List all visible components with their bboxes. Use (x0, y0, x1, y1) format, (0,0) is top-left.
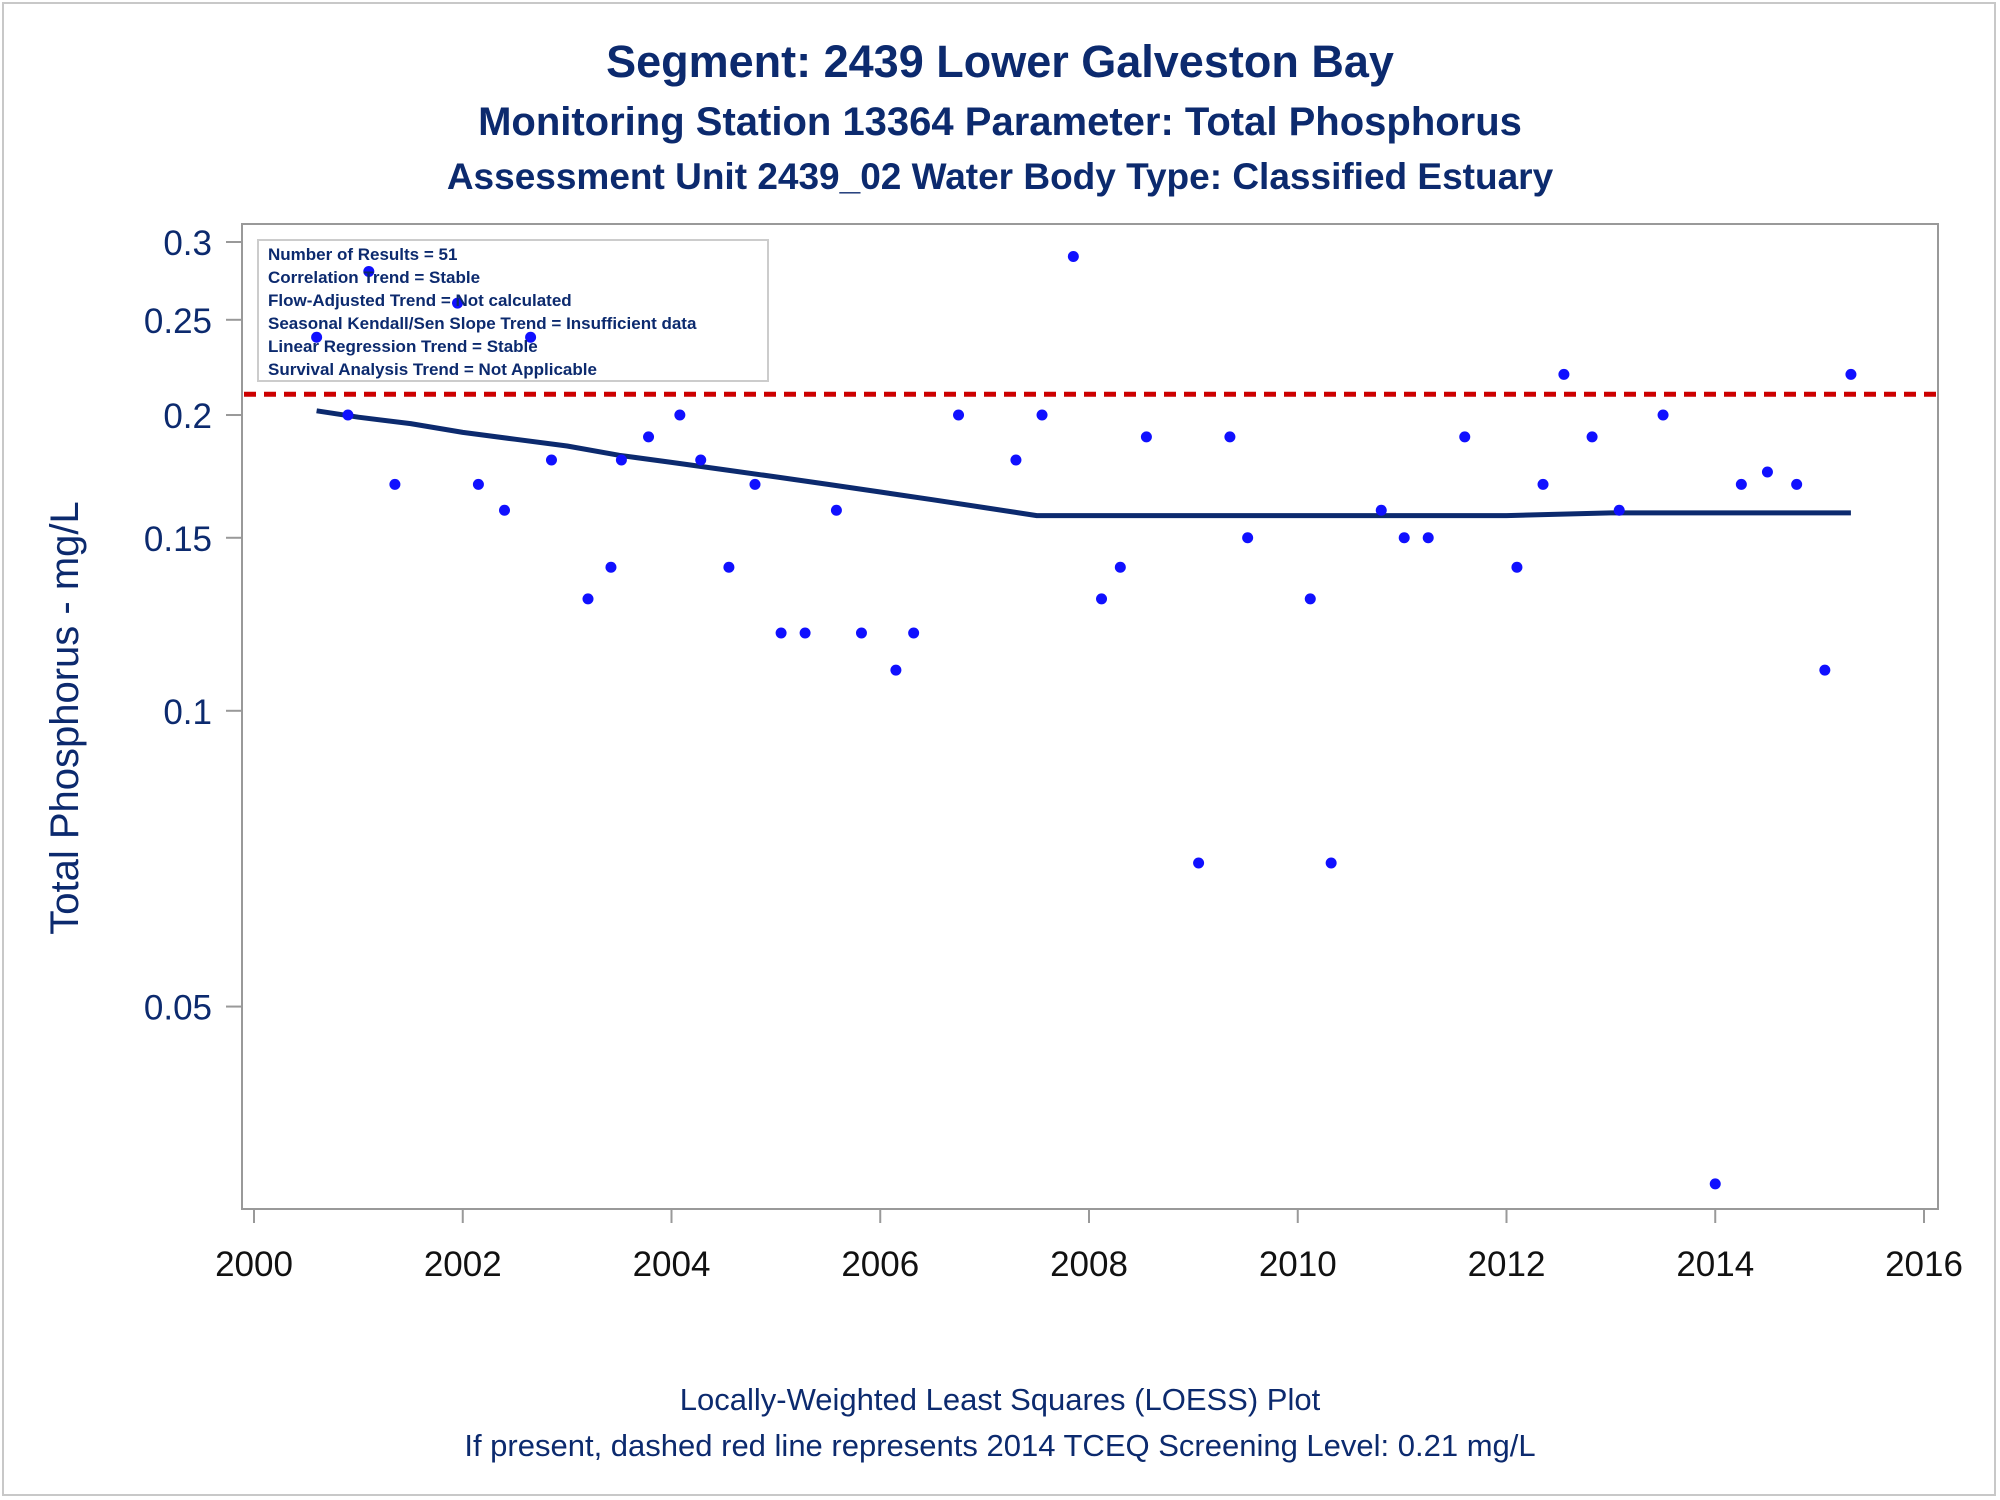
data-point (1558, 368, 1570, 380)
data-point (1791, 478, 1803, 490)
data-point (799, 627, 811, 639)
x-tick-label: 2002 (424, 1245, 502, 1284)
data-points (311, 250, 1857, 1190)
data-point (1657, 409, 1669, 421)
chart-subtitle: Monitoring Station 13364 Parameter: Tota… (478, 100, 1522, 144)
footnote-loess: Locally-Weighted Least Squares (LOESS) P… (679, 1382, 1321, 1417)
data-point (525, 331, 537, 343)
data-point (1586, 431, 1598, 443)
loess-line (316, 408, 1851, 519)
y-tick-label: 0.3 (163, 224, 212, 263)
data-point (1193, 857, 1205, 869)
chart-title: Segment: 2439 Lower Galveston Bay (606, 36, 1394, 87)
trend-stat-line: Number of Results = 51 (268, 245, 457, 264)
x-axis: 2000 2002 2004 2006 2008 2010 2012 2014 2016 (215, 1209, 1963, 1284)
y-tick-label: 0.1 (163, 693, 212, 732)
data-point (1140, 431, 1152, 443)
data-point (1422, 532, 1434, 544)
y-axis: 0.05 0.1 0.15 0.2 0.25 0.3 (144, 224, 242, 1028)
data-point (1304, 593, 1316, 605)
chart-subtitle-2: Assessment Unit 2439_02 Water Body Type:… (446, 156, 1554, 197)
data-point (1010, 454, 1022, 466)
data-point (1511, 561, 1523, 573)
x-tick-label: 2006 (841, 1245, 919, 1284)
data-point (1537, 478, 1549, 490)
data-point (1096, 593, 1108, 605)
trend-stat-line: Flow-Adjusted Trend = Not calculated (268, 291, 572, 310)
y-tick-label: 0.25 (144, 302, 212, 341)
data-point (615, 454, 627, 466)
loess-curve (316, 408, 1851, 519)
data-point (311, 331, 323, 343)
data-point (908, 627, 920, 639)
data-point (890, 664, 902, 676)
data-point (1325, 857, 1337, 869)
data-point (1036, 409, 1048, 421)
x-tick-label: 2014 (1676, 1245, 1754, 1284)
data-point (1845, 368, 1857, 380)
data-point (1067, 250, 1079, 262)
x-tick-label: 2016 (1885, 1245, 1963, 1284)
x-tick-label: 2000 (215, 1245, 293, 1284)
x-tick-label: 2004 (633, 1245, 711, 1284)
data-point (1114, 561, 1126, 573)
trend-stats-box: Number of Results = 51 Correlation Trend … (257, 239, 769, 382)
data-point (830, 504, 842, 516)
data-point (472, 478, 484, 490)
data-point (342, 409, 354, 421)
data-point (499, 504, 510, 516)
data-point (855, 627, 867, 639)
data-point (1398, 532, 1410, 544)
data-point (363, 265, 375, 277)
data-point (1761, 466, 1773, 478)
data-point (545, 454, 557, 466)
data-point (582, 593, 594, 605)
footnote-screening-level: If present, dashed red line represents 2… (464, 1428, 1536, 1463)
data-point (1459, 431, 1471, 443)
data-point (723, 561, 735, 573)
y-tick-label: 0.2 (163, 397, 212, 436)
trend-stat-line: Survival Analysis Trend = Not Applicable (268, 360, 597, 379)
trend-stat-line: Seasonal Kendall/Sen Slope Trend = Insuf… (268, 314, 697, 333)
data-point (643, 431, 655, 443)
y-tick-label: 0.05 (144, 989, 212, 1028)
x-tick-label: 2010 (1259, 1245, 1337, 1284)
data-point (1375, 504, 1387, 516)
y-axis-label: Total Phosphorus - mg/L (43, 501, 87, 935)
data-point (749, 478, 761, 490)
y-tick-label: 0.15 (144, 520, 212, 559)
data-point (674, 409, 686, 421)
data-point (1224, 431, 1236, 443)
x-tick-label: 2012 (1468, 1245, 1546, 1284)
data-point (1242, 532, 1254, 544)
data-point (775, 627, 787, 639)
data-point (695, 454, 707, 466)
x-tick-label: 2008 (1050, 1245, 1128, 1284)
data-point (452, 297, 464, 309)
trend-stat-line: Correlation Trend = Stable (268, 268, 480, 287)
data-point (1709, 1178, 1721, 1190)
trend-stats-box-frame (257, 239, 769, 382)
data-point (1613, 504, 1625, 516)
data-point (953, 409, 965, 421)
data-point (1819, 664, 1831, 676)
data-point (1735, 478, 1747, 490)
data-point (605, 561, 617, 573)
trend-stat-line: Linear Regression Trend = Stable (268, 337, 538, 356)
data-point (389, 478, 401, 490)
